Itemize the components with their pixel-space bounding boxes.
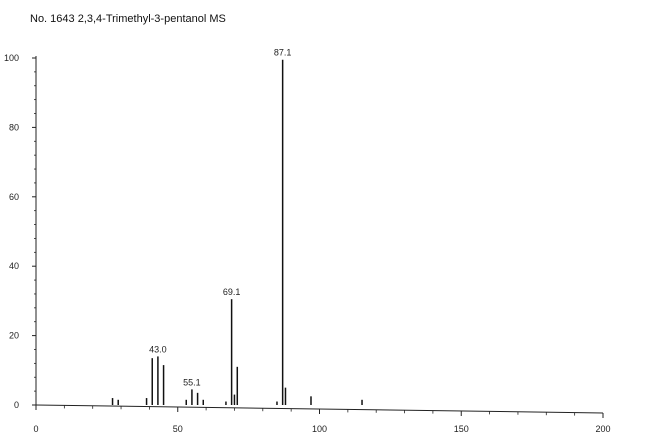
axis-ticks: 0 50 100 150 200 0 20 40 60 80 100 — [4, 53, 611, 434]
x-tick-label: 100 — [312, 424, 327, 434]
x-tick-label: 200 — [595, 424, 610, 434]
y-tick-label: 80 — [9, 122, 19, 132]
x-tick-label: 50 — [173, 424, 183, 434]
y-tick-label: 0 — [14, 400, 19, 410]
axes — [35, 56, 604, 414]
x-tick-label: 150 — [454, 424, 469, 434]
peak-label: 87.1 — [274, 48, 292, 58]
x-tick-label: 0 — [33, 424, 38, 434]
y-tick-label: 20 — [9, 331, 19, 341]
peak-labels: 43.0 55.1 69.1 87.1 — [149, 48, 291, 388]
peak-label: 55.1 — [183, 377, 201, 387]
y-tick-label: 60 — [9, 192, 19, 202]
spectrum-peaks — [111, 59, 363, 405]
peak-label: 69.1 — [223, 287, 241, 297]
y-tick-label: 100 — [4, 53, 19, 63]
peak-label: 43.0 — [149, 344, 167, 354]
y-tick-label: 40 — [9, 261, 19, 271]
chart-title: No. 1643 2,3,4-Trimethyl-3-pentanol MS — [30, 13, 226, 25]
